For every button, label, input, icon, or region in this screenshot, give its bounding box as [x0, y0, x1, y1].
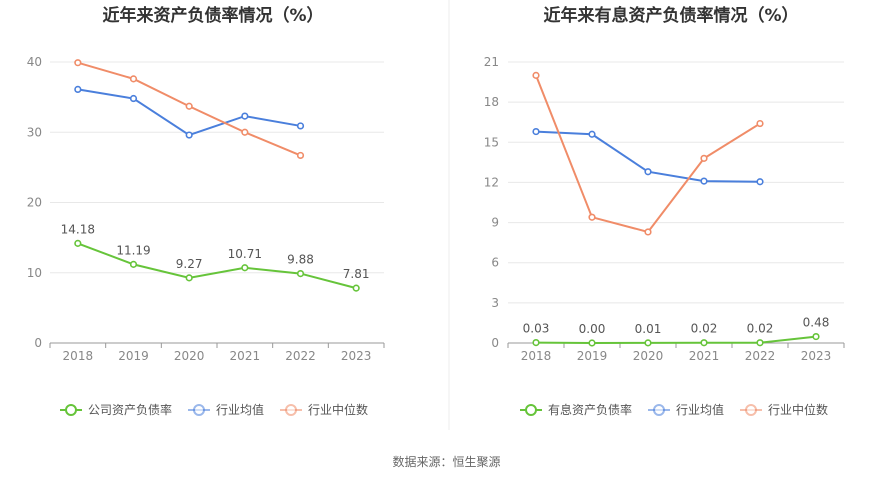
data-label: 0.48: [803, 316, 830, 330]
data-label: 7.81: [343, 267, 370, 281]
y-tick-label: 10: [27, 266, 42, 280]
data-point: [756, 339, 764, 347]
data-point: [74, 59, 82, 67]
data-point: [241, 264, 249, 272]
data-point: [129, 260, 138, 268]
data-point: [588, 339, 596, 347]
y-tick-label: 9: [491, 216, 499, 230]
x-tick-label: 2022: [285, 349, 316, 363]
data-point: [241, 112, 249, 120]
data-point: [644, 228, 652, 236]
y-tick-label: 6: [491, 256, 499, 270]
x-tick-label: 2019: [118, 349, 149, 363]
legend-label: 行业均值: [676, 402, 724, 417]
data-label: 0.02: [691, 322, 718, 336]
data-point: [74, 85, 82, 93]
data-point: [588, 213, 596, 221]
legend-marker: [525, 404, 537, 416]
data-label: 9.88: [287, 253, 314, 267]
x-tick-label: 2023: [801, 349, 832, 363]
data-point: [296, 269, 305, 278]
interest-bearing-debt-ratio-chart: 近年来有息资产负债率情况（%） 0 3 6 9 12 15 18 21 2018 2019 2020 2…: [484, 5, 845, 417]
source-note: 数据来源：恒生聚源: [392, 454, 500, 469]
legend-marker: [193, 404, 205, 416]
data-point: [532, 338, 540, 347]
data-point: [185, 102, 193, 110]
legend-label: 行业均值: [216, 402, 264, 417]
data-point: [756, 178, 764, 186]
y-tick-label: 21: [484, 55, 499, 69]
data-label: 11.19: [116, 243, 150, 257]
data-point: [532, 71, 540, 79]
data-label: 0.00: [579, 322, 606, 336]
data-point: [352, 284, 360, 292]
data-point: [644, 339, 652, 347]
legend-label: 行业中位数: [308, 402, 368, 417]
x-tick-label: 2018: [63, 349, 94, 363]
data-point: [185, 131, 193, 139]
debt-ratio-chart: 近年来资产负债率情况（%） 0 10 20 30 40 2018 2019 2020 2021 20…: [27, 5, 385, 417]
legend-marker: [653, 404, 665, 416]
y-tick-label: 0: [491, 336, 499, 350]
data-point: [129, 94, 138, 103]
y-tick-label: 18: [484, 95, 499, 109]
data-point: [185, 274, 193, 282]
data-point: [129, 75, 138, 83]
x-tick-label: 2019: [577, 349, 608, 363]
y-tick-label: 40: [27, 55, 42, 69]
chart-title: 近年来有息资产负债率情况（%）: [543, 5, 798, 26]
x-tick-label: 2020: [633, 349, 664, 363]
data-point: [532, 127, 540, 136]
series-line: [535, 75, 761, 234]
data-point: [241, 128, 249, 136]
legend-label: 公司资产负债率: [88, 402, 172, 417]
y-tick-label: 12: [484, 175, 499, 189]
data-point: [700, 177, 708, 185]
y-tick-label: 0: [34, 336, 42, 350]
data-point: [700, 339, 708, 347]
x-tick-label: 2022: [745, 349, 776, 363]
y-tick-label: 15: [484, 135, 499, 149]
data-point: [74, 239, 82, 247]
data-point: [588, 130, 596, 138]
legend-label: 行业中位数: [768, 402, 828, 417]
data-point: [644, 168, 652, 176]
x-tick-label: 2021: [230, 349, 261, 363]
data-point: [700, 154, 708, 162]
x-tick-label: 2023: [341, 349, 372, 363]
x-tick-label: 2021: [689, 349, 720, 363]
data-label: 10.71: [228, 247, 262, 261]
legend-marker: [285, 404, 297, 416]
data-point: [812, 332, 820, 341]
x-tick-label: 2018: [521, 349, 552, 363]
x-tick-label: 2020: [174, 349, 205, 363]
data-point: [296, 151, 305, 160]
legend-marker: [745, 404, 757, 416]
data-label: 0.01: [635, 322, 662, 336]
legend-label: 有息资产负债率: [548, 402, 632, 417]
data-label: 0.03: [523, 322, 550, 336]
chart-title: 近年来资产负债率情况（%）: [102, 5, 323, 26]
data-point: [756, 119, 764, 128]
y-tick-label: 3: [491, 296, 499, 310]
data-label: 9.27: [176, 257, 203, 271]
legend-marker: [65, 404, 77, 416]
series-line: [535, 335, 817, 345]
y-tick-label: 20: [27, 196, 42, 210]
series-line: [77, 88, 301, 137]
y-tick-label: 30: [27, 125, 42, 139]
data-point: [296, 122, 305, 130]
data-label: 14.18: [61, 222, 95, 236]
series-line: [77, 242, 357, 290]
data-label: 0.02: [747, 322, 774, 336]
